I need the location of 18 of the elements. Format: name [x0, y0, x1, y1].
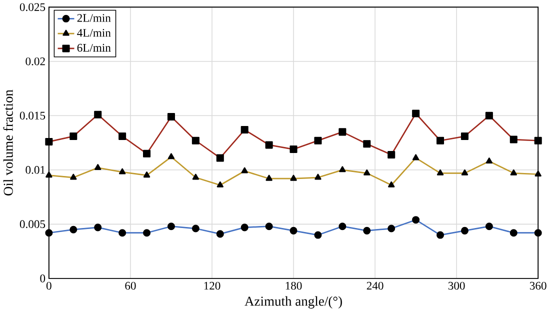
y-tick-label: 0.015 [20, 112, 46, 120]
x-tick-label: 360 [530, 282, 546, 290]
y-tick-label: 0.02 [26, 58, 45, 66]
y-tick-label: 0.01 [26, 166, 45, 174]
x-tick-label: 240 [366, 282, 384, 290]
legend-label: 4L/min [77, 29, 111, 37]
legend-label: 2L/min [77, 14, 111, 22]
x-tick-label: 0 [46, 282, 52, 290]
x-tick-label: 180 [286, 282, 302, 290]
y-tick-label: 0.025 [20, 3, 46, 12]
x-tick-label: 60 [125, 282, 136, 290]
x-axis-title: Azimuth angle/(°) [244, 296, 342, 309]
x-tick-label: 120 [204, 282, 220, 290]
x-tick-label: 300 [448, 282, 465, 290]
y-tick-label: 0 [40, 274, 46, 282]
y-tick-label: 0.005 [20, 220, 46, 228]
legend-label: 6L/min [77, 44, 111, 52]
y-axis-title: Oil volume fraction [3, 90, 13, 196]
